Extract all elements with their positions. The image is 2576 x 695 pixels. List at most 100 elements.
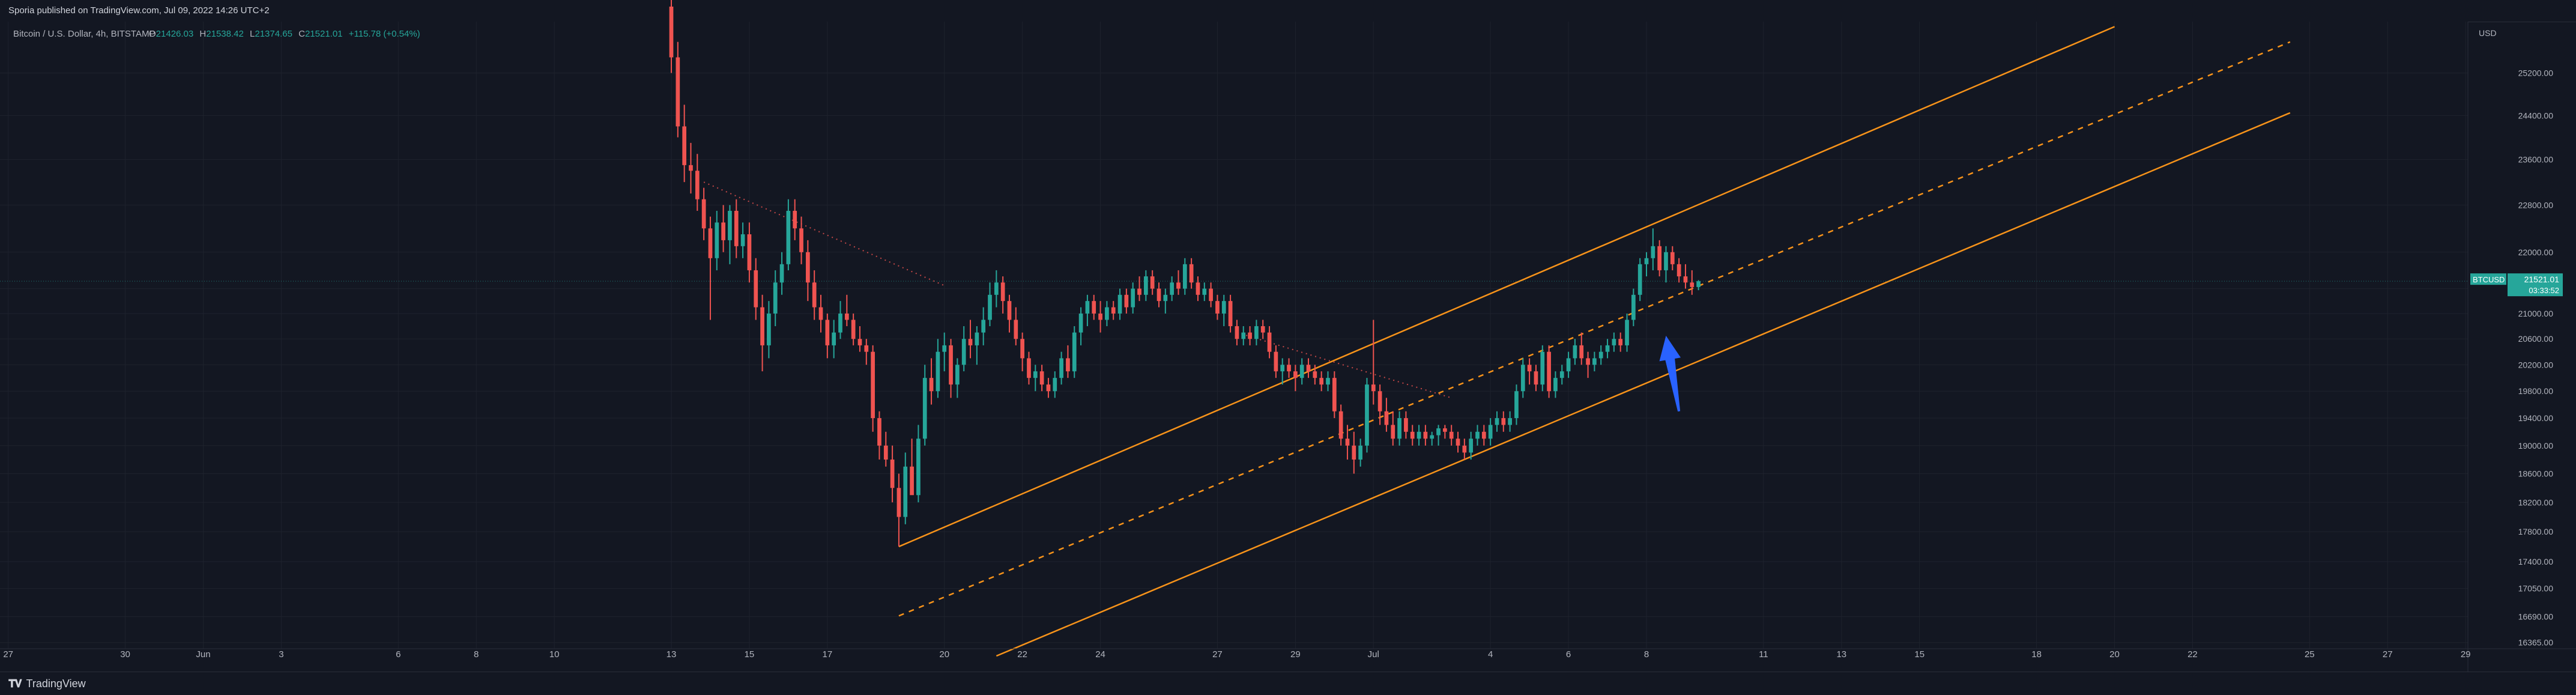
open-value: 21426.03 <box>156 29 194 39</box>
candle-body <box>715 222 719 258</box>
candle-body <box>981 320 986 333</box>
ohlc-legend: Bitcoin / U.S. Dollar, 4h, BITSTAMP O214… <box>13 29 420 39</box>
candle-body <box>1131 288 1135 308</box>
candle-body <box>1274 351 1278 372</box>
candle-body <box>929 378 934 392</box>
candle-body <box>747 234 752 270</box>
candle-body <box>1156 288 1161 302</box>
candle-body <box>1540 351 1545 385</box>
ohlc-values: O21426.03 H21538.42 L21374.65 C21521.01 … <box>149 29 420 39</box>
plot-background <box>0 22 2468 649</box>
candle-body <box>903 466 908 517</box>
candle-body <box>1631 294 1636 320</box>
candle-body <box>1514 391 1519 419</box>
candle-body <box>1637 264 1642 295</box>
candle-body <box>844 313 849 320</box>
drawings-layer <box>0 26 2468 657</box>
price-tick-label: 19000.00 <box>2518 441 2554 451</box>
time-tick-label: 30 <box>120 649 130 660</box>
candle-body <box>689 165 693 171</box>
tradingview-logo[interactable]: 𝐓𝐕 TradingView <box>8 678 86 690</box>
candle-body <box>910 466 914 496</box>
candle-body <box>1586 358 1590 365</box>
candle-body <box>1235 326 1239 339</box>
candle-body <box>1598 351 1603 359</box>
candle-body <box>779 264 784 283</box>
candle-body <box>1033 371 1038 378</box>
candle-body <box>1553 378 1558 392</box>
candle-body <box>1664 252 1668 270</box>
open-label: O <box>149 29 156 39</box>
candle-body <box>896 488 901 517</box>
candle-body <box>1189 264 1194 283</box>
candle-body <box>1651 246 1655 258</box>
price-axis[interactable]: 25200.00 24400.00 23600.00 22800.00 22000.00… <box>2467 22 2563 672</box>
currency-label: USD <box>2479 28 2497 38</box>
candle-body <box>838 313 842 333</box>
candle-body <box>988 294 992 320</box>
published-by-text: Sporia published on TradingView.com, Jul… <box>8 5 270 16</box>
candle-body <box>1358 445 1362 460</box>
candle-body <box>1163 294 1168 302</box>
candle-body <box>1053 378 1057 392</box>
candle-body <box>1319 378 1324 385</box>
time-tick-label: 29 <box>2461 649 2471 660</box>
time-tick-label: 8 <box>1644 649 1649 660</box>
candle-body <box>773 282 778 314</box>
candle-body <box>1332 378 1337 411</box>
footer-bar: 𝐓𝐕 TradingView <box>0 672 2576 695</box>
price-tick-label: 16690.00 <box>2518 612 2554 622</box>
time-tick-label: 10 <box>549 649 560 660</box>
time-tick-label: 18 <box>2031 649 2042 660</box>
candle-body <box>1000 282 1005 302</box>
price-tick-label: 16365.00 <box>2518 638 2554 648</box>
candle-body <box>936 351 940 392</box>
time-tick-label: 13 <box>667 649 677 660</box>
candle-body <box>1605 345 1610 352</box>
candle-body <box>1683 276 1688 283</box>
time-tick-label: 22 <box>1017 649 1027 660</box>
price-tick-label: 24400.00 <box>2518 111 2554 120</box>
price-tag-value: 21521.01 <box>2524 275 2560 284</box>
candle-body <box>1495 418 1499 425</box>
candle-body <box>1267 332 1272 352</box>
high-value: 21538.42 <box>206 29 244 39</box>
time-tick-label: 17 <box>822 649 832 660</box>
candle-body <box>1014 320 1018 339</box>
time-axis[interactable]: 27 30 Jun 3 6 8 10 13 15 17 20 22 24 27 29 Jul 4 6 8 11 13 15… <box>0 648 2576 660</box>
candle-body <box>1209 288 1213 302</box>
close-value: 21521.01 <box>305 29 343 39</box>
time-tick-label: 20 <box>2109 649 2120 660</box>
candle-body <box>961 339 966 365</box>
candle-body <box>922 378 927 439</box>
candle-body <box>1612 339 1616 345</box>
candle-body <box>1404 418 1408 432</box>
candle-body <box>942 345 947 352</box>
candle-body <box>1039 371 1044 385</box>
price-tick-label: 22800.00 <box>2518 200 2554 210</box>
candle-body <box>1338 411 1343 439</box>
candle-body <box>1137 288 1141 295</box>
candle-body <box>734 210 739 246</box>
candle-body <box>1299 365 1304 378</box>
candle-body <box>1573 345 1577 359</box>
current-price-tag: BTCUSD 21521.01 03:33:52 <box>2470 273 2563 297</box>
price-tick-label: 22000.00 <box>2518 247 2554 257</box>
candle-body <box>1391 425 1395 439</box>
candle-body <box>1007 301 1012 320</box>
price-tick-label: 18600.00 <box>2518 469 2554 479</box>
candle-body <box>760 307 764 345</box>
candle-body <box>1105 307 1109 320</box>
price-tick-label: 23600.00 <box>2518 155 2554 165</box>
candle-body <box>1326 378 1330 385</box>
red-dotted-trendline <box>703 181 945 287</box>
price-tick-label: 19400.00 <box>2518 413 2554 423</box>
candle-body <box>1176 282 1181 289</box>
tradingview-logo-icon: 𝐓𝐕 <box>8 678 22 690</box>
candle-body <box>1066 358 1070 372</box>
candle-body <box>695 171 700 199</box>
candle-body <box>682 126 687 165</box>
candle-body <box>1527 365 1532 372</box>
candle-body <box>793 210 797 229</box>
